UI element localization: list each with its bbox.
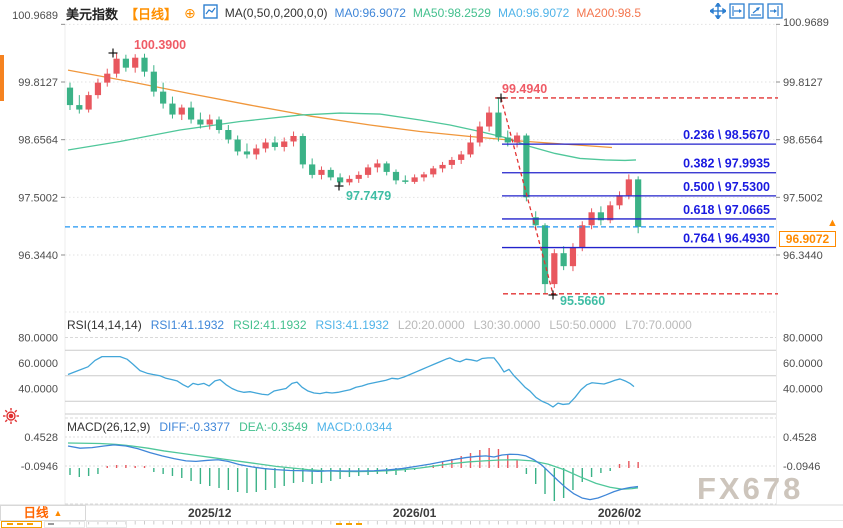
svg-text:80.0000: 80.0000 [783,333,823,345]
svg-text:96.3440: 96.3440 [783,250,823,262]
svg-text:98.6564: 98.6564 [783,135,823,147]
svg-text:100.9689: 100.9689 [12,10,58,22]
timeframe-tab-daily[interactable]: 日线 ▲ [0,505,86,521]
macd-settings-label: MACD(26,12,9) [67,420,151,434]
svg-text:98.6564: 98.6564 [18,135,58,147]
cross-markers [108,48,558,300]
current-price-arrow-icon: ▲ [827,217,838,229]
y-axis-zoom-icon[interactable] [748,3,764,19]
partial-row-mark [346,523,352,525]
svg-text:40.0000: 40.0000 [783,384,823,396]
rsi-l30-label: L30:30.0000 [473,318,541,332]
fib-retracement: 0.236 \ 98.5670 0.382 \ 97.9935 0.500 \ 97… [502,128,776,249]
swing-dashed-lines [495,97,778,295]
macd-pane: 0.4528 0.4528 -0.0946 -0.0946 [21,432,820,505]
partial-row-mark [356,523,362,525]
rsi-l70-label: L70:70.0000 [625,318,692,332]
svg-text:0.500 \ 97.5300: 0.500 \ 97.5300 [683,180,770,194]
rsi-header: RSI(14,14,14) RSI1:41.1932 RSI2:41.1932 … [67,318,692,332]
left-orange-marker [0,55,4,101]
price-annotations: 100.3900 99.4940 97.7479 95.5660 [134,38,605,308]
svg-text:99.8127: 99.8127 [18,77,58,89]
current-price-tag: 96.9072 [779,231,836,247]
svg-text:96.3440: 96.3440 [18,250,58,262]
svg-text:0.236 \ 98.5670: 0.236 \ 98.5670 [683,128,770,142]
symbol-title: 美元指数 [66,6,119,22]
rsi2-value: RSI2:41.1932 [233,318,307,332]
timeframe-label: 【日线】 [125,6,178,22]
svg-text:-0.0946: -0.0946 [783,461,820,473]
ma200-value: MA200:98.5 [576,6,642,20]
sun-burst-icon[interactable] [1,406,21,426]
svg-text:60.0000: 60.0000 [783,358,823,370]
partial-row-cell[interactable] [86,521,127,528]
timeframe-tab-label: 日线 [23,505,49,520]
svg-text:2026/01: 2026/01 [393,506,437,520]
chart-style-icon[interactable] [203,4,218,22]
svg-text:-0.0946: -0.0946 [21,461,58,473]
add-indicator-icon[interactable]: ⊕ [184,5,196,21]
svg-text:2026/02: 2026/02 [598,506,642,520]
pan-crosshair-icon[interactable] [708,1,728,21]
rsi-l20-label: L20:20.0000 [397,318,465,332]
fx678-watermark: FX678 [697,471,804,506]
ma0-sky-value: MA0:96.9072 [497,6,570,20]
svg-text:0.618 \ 97.0665: 0.618 \ 97.0665 [683,203,770,217]
time-axis: 2025/12 2026/01 2026/02 [0,504,843,525]
svg-text:2025/12: 2025/12 [188,506,232,520]
chart-toolbar [708,1,783,21]
rsi-l50-label: L50:50.0000 [549,318,617,332]
candlestick-series [66,53,642,294]
partial-row-mark [27,523,33,525]
partial-row-mark [336,523,342,525]
svg-text:97.5002: 97.5002 [783,192,823,204]
macd-diff-value: DIFF:-0.3377 [159,420,231,434]
svg-text:97.7479: 97.7479 [346,189,391,203]
diff-line [67,444,639,501]
svg-text:99.4940: 99.4940 [502,82,547,96]
svg-text:100.3900: 100.3900 [134,38,186,52]
grid-lines [64,23,777,505]
partial-row-mark [17,523,23,525]
partial-row-mark [7,523,13,525]
svg-text:99.8127: 99.8127 [783,77,823,89]
x-axis-zoom-icon[interactable] [729,3,745,19]
rsi1-value: RSI1:41.1932 [150,318,225,332]
timeframe-tab-arrow-icon: ▲ [53,508,63,518]
macd-dea-value: DEA:-0.3549 [239,420,308,434]
svg-text:0.764 \ 96.4930: 0.764 \ 96.4930 [683,232,770,246]
svg-text:0.382 \ 97.9935: 0.382 \ 97.9935 [683,157,770,171]
rsi3-value: RSI3:41.1932 [315,318,389,332]
scroll-to-latest-icon[interactable] [767,3,783,19]
svg-text:0.4528: 0.4528 [24,432,58,444]
svg-text:60.0000: 60.0000 [18,358,58,370]
macd-value: MACD:0.0344 [316,420,393,434]
rsi-pane: 80.0000 80.0000 60.0000 60.0000 40.0000 40.00… [18,333,823,419]
ma200-line [67,69,613,149]
macd-histogram [69,448,639,501]
svg-text:40.0000: 40.0000 [18,384,58,396]
chart-header: 美元指数 【日线】 ⊕ MA(0,50,0,200,0,0) MA0:96.90… [66,3,641,23]
svg-text:100.9689: 100.9689 [783,17,829,29]
rsi-settings-label: RSI(14,14,14) [67,318,142,332]
svg-text:97.5002: 97.5002 [18,192,58,204]
svg-text:0.4528: 0.4528 [783,432,817,444]
ma0-value: MA0:96.9072 [334,6,406,20]
price-axis-labels: 100.9689 100.9689 99.8127 99.8127 98.6564 98.… [12,10,829,262]
ma50-line [67,112,637,162]
ma50-value: MA50:98.2529 [412,6,491,20]
svg-text:95.5660: 95.5660 [560,294,605,308]
partial-row-mark [48,523,54,525]
ma-settings-label: MA(0,50,0,200,0,0) [224,6,328,20]
macd-header: MACD(26,12,9) DIFF:-0.3377 DEA:-0.3549 M… [67,420,392,434]
svg-text:80.0000: 80.0000 [18,333,58,345]
